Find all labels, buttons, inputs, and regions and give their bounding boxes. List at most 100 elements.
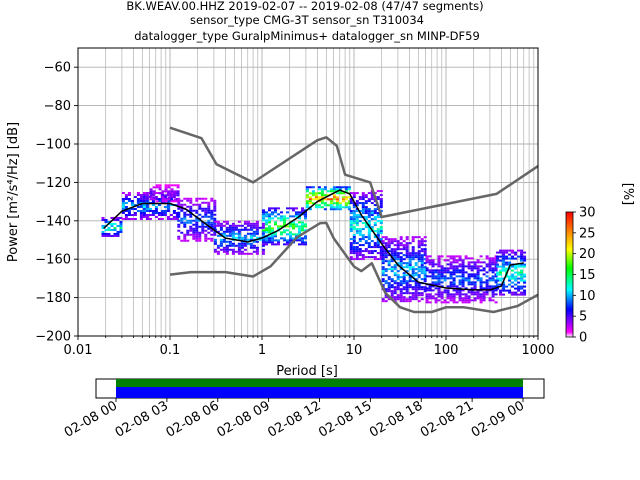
pdf-cell [428, 287, 432, 290]
chart-title-line-1: BK.WEAV.00.HHZ 2019-02-07 -- 2019-02-08 … [126, 0, 483, 13]
pdf-cell [425, 259, 429, 262]
pdf-cell [352, 222, 356, 225]
pdf-cell [411, 258, 415, 261]
pdf-cell [323, 186, 327, 189]
pdf-cell [183, 197, 187, 200]
pdf-cell [261, 232, 265, 235]
pdf-cell [381, 270, 385, 273]
y-tick-label: −200 [35, 330, 71, 345]
pdf-cell [434, 293, 438, 296]
pdf-cell [304, 235, 307, 238]
pdf-cell [505, 285, 509, 288]
pdf-cell [417, 240, 421, 243]
pdf-cell [252, 250, 256, 253]
pdf-cell [216, 250, 220, 253]
pdf-cell [358, 216, 362, 219]
pdf-cell [349, 202, 353, 205]
pdf-cell [116, 230, 120, 233]
pdf-cell [414, 262, 418, 265]
pdf-cell [408, 260, 412, 263]
pdf-cell [249, 236, 253, 239]
pdf-cell [301, 223, 304, 226]
pdf-cell [249, 238, 253, 241]
pdf-cell [352, 204, 356, 207]
pdf-cell [411, 250, 415, 253]
pdf-cell [361, 250, 365, 253]
pdf-cell [491, 259, 495, 262]
pdf-cell [277, 207, 280, 210]
pdf-cell [417, 300, 421, 303]
pdf-cell [183, 221, 187, 224]
pdf-cell [204, 221, 208, 224]
pdf-cell [255, 236, 259, 239]
pdf-cell [207, 227, 211, 230]
pdf-cell [361, 258, 365, 261]
pdf-cell [373, 218, 377, 221]
pdf-cell [431, 259, 435, 262]
pdf-cell [425, 269, 429, 272]
pdf-cell [458, 279, 462, 282]
pdf-cell [329, 202, 333, 205]
pdf-cell [177, 197, 181, 200]
pdf-cell [379, 202, 383, 205]
pdf-cell [216, 234, 220, 237]
pdf-cell [355, 216, 359, 219]
pdf-cell [428, 301, 432, 304]
pdf-cell [370, 250, 374, 253]
pdf-cell [207, 201, 211, 204]
pdf-cell [172, 210, 176, 212]
pdf-cell [496, 265, 500, 268]
pdf-cell [437, 259, 441, 262]
pdf-cell [320, 194, 324, 197]
pdf-cell [323, 202, 327, 205]
pdf-cell [381, 240, 385, 243]
pdf-cell [370, 194, 374, 197]
pdf-cell [381, 266, 385, 269]
pdf-cell [402, 258, 406, 261]
pdf-cell [499, 255, 503, 258]
pdf-cell [355, 258, 359, 261]
pdf-cell [329, 200, 333, 203]
pdf-cell [304, 237, 307, 240]
pdf-cell [449, 275, 453, 278]
pdf-cell [177, 201, 181, 204]
pdf-cell [482, 293, 486, 296]
pdf-cell [139, 210, 143, 212]
pdf-cell [305, 190, 309, 193]
pdf-cell [464, 299, 468, 302]
pdf-cell [479, 293, 483, 296]
pdf-cell [237, 252, 241, 255]
pdf-cell [335, 208, 339, 211]
pdf-cell [467, 257, 471, 260]
pdf-cell [298, 211, 301, 214]
pdf-cell [261, 226, 265, 229]
pdf-cell [420, 272, 424, 275]
pdf-cell [467, 273, 471, 276]
pdf-cell [262, 215, 265, 218]
pdf-cell [172, 218, 176, 220]
pdf-cell [452, 279, 456, 282]
pdf-cell [491, 267, 495, 270]
pdf-cell [222, 232, 226, 235]
time-tick-label: 02-08 12 [265, 398, 323, 440]
pdf-cell [511, 265, 515, 268]
pdf-cell [268, 227, 271, 230]
pdf-cell [437, 257, 441, 260]
pdf-cell [166, 204, 170, 206]
pdf-cell [502, 253, 506, 256]
pdf-cell [434, 283, 438, 286]
pdf-cell [508, 283, 512, 286]
pdf-cell [274, 211, 277, 214]
pdf-cell [452, 301, 456, 304]
pdf-cell [370, 198, 374, 201]
pdf-cell [479, 285, 483, 288]
pdf-cell [370, 218, 374, 221]
pdf-cell [411, 270, 415, 273]
pdf-cell [494, 301, 498, 304]
pdf-cell [154, 208, 158, 210]
pdf-cell [183, 213, 187, 216]
pdf-cell [130, 204, 134, 206]
pdf-cell [431, 265, 435, 268]
pdf-cell [349, 192, 353, 195]
